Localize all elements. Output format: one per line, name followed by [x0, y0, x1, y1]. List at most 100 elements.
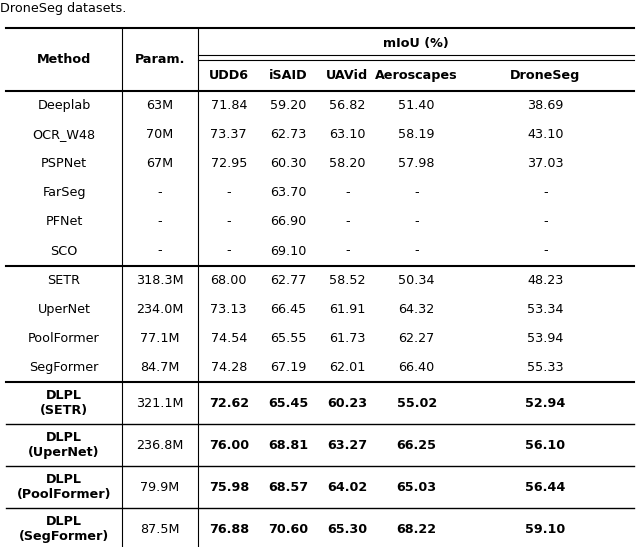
Text: 59.20: 59.20: [271, 99, 307, 112]
Text: PoolFormer: PoolFormer: [28, 332, 100, 345]
Text: -: -: [345, 187, 349, 199]
Text: DLPL
(SETR): DLPL (SETR): [40, 389, 88, 417]
Text: 74.54: 74.54: [211, 332, 247, 345]
Text: 68.57: 68.57: [269, 481, 308, 494]
Text: UDD6: UDD6: [209, 69, 249, 82]
Text: 63.10: 63.10: [329, 128, 365, 141]
Text: 56.10: 56.10: [525, 439, 565, 452]
Text: 62.01: 62.01: [329, 361, 365, 374]
Text: SETR: SETR: [47, 274, 81, 287]
Text: -: -: [543, 216, 548, 229]
Text: 58.19: 58.19: [398, 128, 435, 141]
Text: -: -: [345, 216, 349, 229]
Text: 67M: 67M: [147, 157, 173, 170]
Text: 59.10: 59.10: [525, 523, 565, 536]
Text: 67.19: 67.19: [271, 361, 307, 374]
Text: 61.91: 61.91: [329, 303, 365, 316]
Text: 73.13: 73.13: [211, 303, 247, 316]
Text: 65.30: 65.30: [327, 523, 367, 536]
Text: DLPL
(PoolFormer): DLPL (PoolFormer): [17, 473, 111, 501]
Text: 60.23: 60.23: [327, 397, 367, 410]
Text: -: -: [157, 216, 163, 229]
Text: 321.1M: 321.1M: [136, 397, 184, 410]
Text: SegFormer: SegFormer: [29, 361, 99, 374]
Text: -: -: [227, 187, 231, 199]
Text: PFNet: PFNet: [45, 216, 83, 229]
Text: 72.95: 72.95: [211, 157, 247, 170]
Text: 57.98: 57.98: [398, 157, 435, 170]
Text: mIoU (%): mIoU (%): [383, 37, 449, 50]
Text: 66.40: 66.40: [399, 361, 435, 374]
Text: 65.03: 65.03: [397, 481, 436, 494]
Text: -: -: [227, 245, 231, 258]
Text: 63.70: 63.70: [270, 187, 307, 199]
Text: 63M: 63M: [147, 99, 173, 112]
Text: -: -: [227, 216, 231, 229]
Text: FarSeg: FarSeg: [42, 187, 86, 199]
Text: 79.9M: 79.9M: [140, 481, 180, 494]
Text: -: -: [345, 245, 349, 258]
Text: -: -: [157, 187, 163, 199]
Text: 37.03: 37.03: [527, 157, 564, 170]
Text: 65.45: 65.45: [269, 397, 308, 410]
Text: 84.7M: 84.7M: [140, 361, 180, 374]
Text: 56.82: 56.82: [329, 99, 365, 112]
Text: 38.69: 38.69: [527, 99, 563, 112]
Text: 64.32: 64.32: [399, 303, 435, 316]
Text: 60.30: 60.30: [270, 157, 307, 170]
Text: -: -: [543, 187, 548, 199]
Text: 68.81: 68.81: [269, 439, 308, 452]
Text: -: -: [414, 216, 419, 229]
Text: 62.73: 62.73: [271, 128, 307, 141]
Text: 55.33: 55.33: [527, 361, 564, 374]
Text: PSPNet: PSPNet: [41, 157, 87, 170]
Text: -: -: [157, 245, 163, 258]
Text: 70.60: 70.60: [269, 523, 308, 536]
Text: Deeplab: Deeplab: [37, 99, 91, 112]
Text: 68.00: 68.00: [211, 274, 247, 287]
Text: 75.98: 75.98: [209, 481, 249, 494]
Text: 61.73: 61.73: [329, 332, 365, 345]
Text: 77.1M: 77.1M: [140, 332, 180, 345]
Text: 51.40: 51.40: [398, 99, 435, 112]
Text: 62.77: 62.77: [271, 274, 307, 287]
Text: 66.25: 66.25: [397, 439, 436, 452]
Text: 73.37: 73.37: [211, 128, 247, 141]
Text: DroneSeg datasets.: DroneSeg datasets.: [0, 2, 126, 15]
Text: DroneSeg: DroneSeg: [510, 69, 580, 82]
Text: 58.52: 58.52: [329, 274, 365, 287]
Text: 63.27: 63.27: [327, 439, 367, 452]
Text: -: -: [414, 245, 419, 258]
Text: 76.00: 76.00: [209, 439, 249, 452]
Text: 62.27: 62.27: [399, 332, 435, 345]
Text: Param.: Param.: [135, 53, 185, 66]
Text: 66.90: 66.90: [271, 216, 307, 229]
Text: 55.02: 55.02: [397, 397, 436, 410]
Text: 87.5M: 87.5M: [140, 523, 180, 536]
Text: UAVid: UAVid: [326, 69, 369, 82]
Text: UperNet: UperNet: [38, 303, 90, 316]
Text: 234.0M: 234.0M: [136, 303, 184, 316]
Text: 66.45: 66.45: [271, 303, 307, 316]
Text: SCO: SCO: [51, 245, 77, 258]
Text: 56.44: 56.44: [525, 481, 566, 494]
Text: 71.84: 71.84: [211, 99, 247, 112]
Text: OCR_W48: OCR_W48: [33, 128, 95, 141]
Text: 53.94: 53.94: [527, 332, 563, 345]
Text: -: -: [543, 245, 548, 258]
Text: Aeroscapes: Aeroscapes: [375, 69, 458, 82]
Text: 65.55: 65.55: [270, 332, 307, 345]
Text: 69.10: 69.10: [271, 245, 307, 258]
Text: 72.62: 72.62: [209, 397, 249, 410]
Text: -: -: [414, 187, 419, 199]
Text: 68.22: 68.22: [397, 523, 436, 536]
Text: 318.3M: 318.3M: [136, 274, 184, 287]
Text: 64.02: 64.02: [327, 481, 367, 494]
Text: 236.8M: 236.8M: [136, 439, 184, 452]
Text: DLPL
(SegFormer): DLPL (SegFormer): [19, 515, 109, 543]
Text: 43.10: 43.10: [527, 128, 564, 141]
Text: DLPL
(UperNet): DLPL (UperNet): [28, 431, 100, 459]
Text: 48.23: 48.23: [527, 274, 563, 287]
Text: 70M: 70M: [147, 128, 173, 141]
Text: iSAID: iSAID: [269, 69, 308, 82]
